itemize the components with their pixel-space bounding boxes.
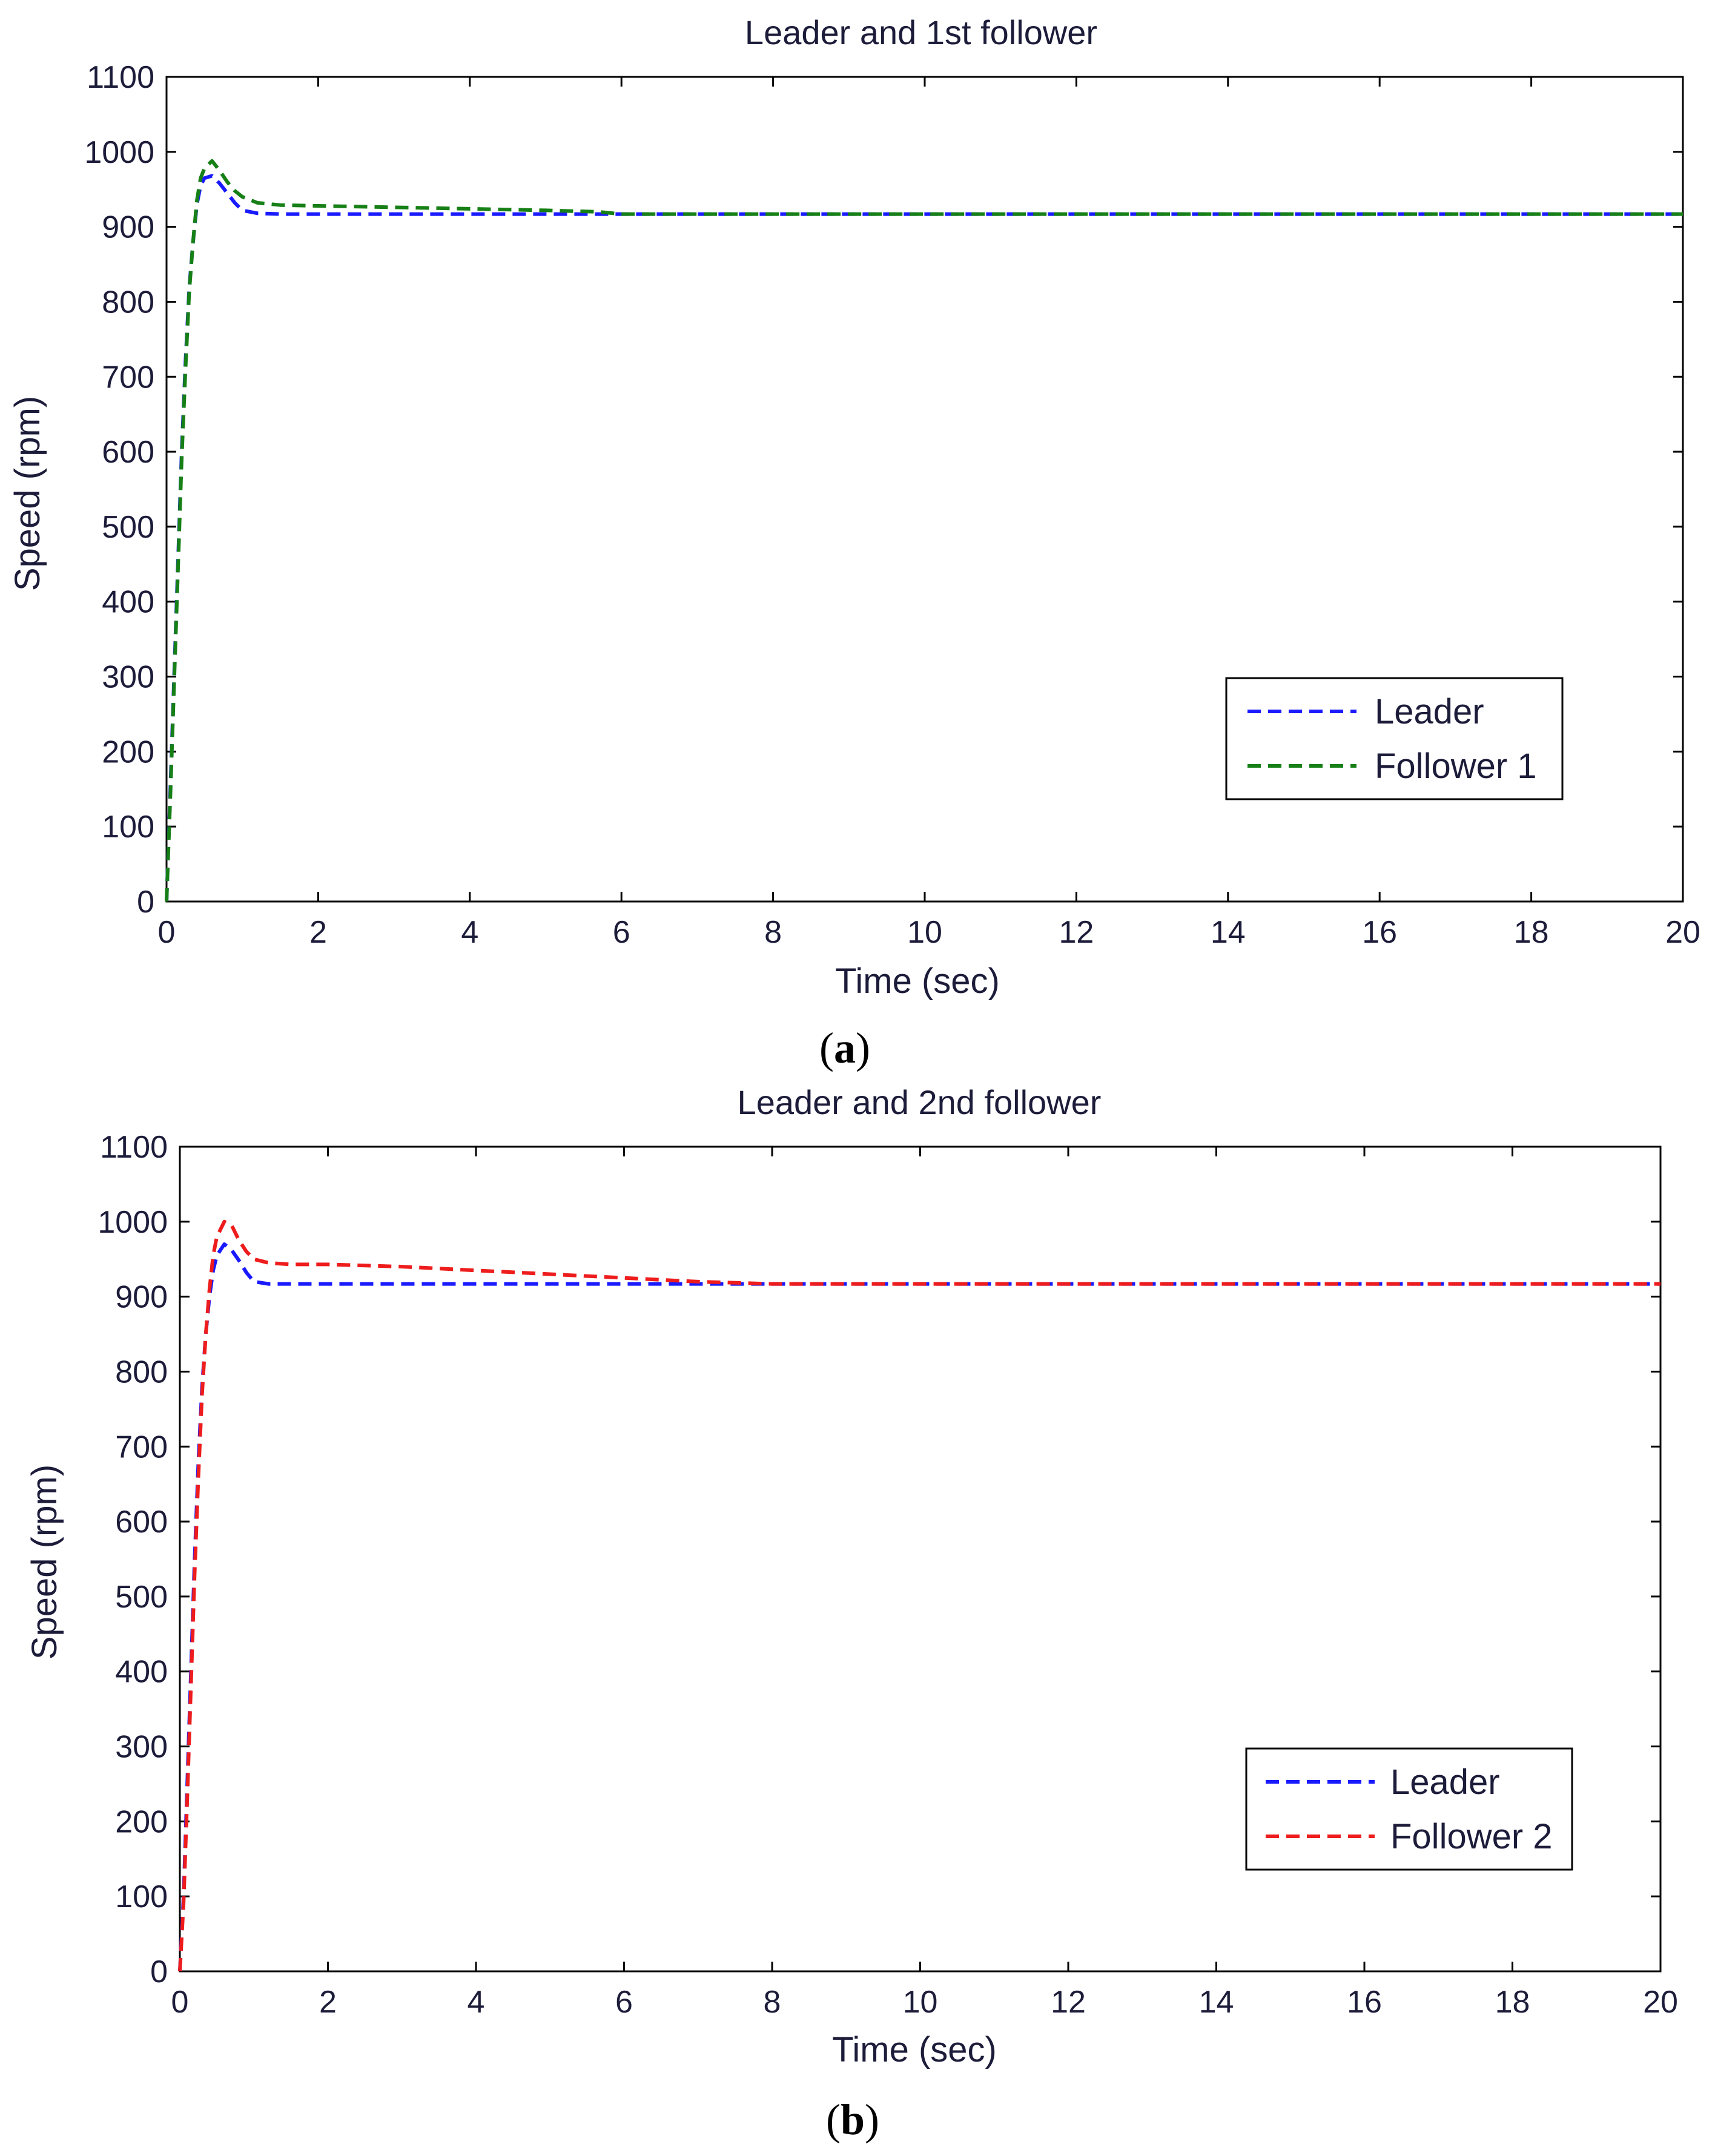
caption-a: (a) — [819, 1024, 870, 1072]
y-tick-label: 0 — [150, 1954, 168, 1990]
x-tick-label: 6 — [613, 915, 630, 950]
y-tick-label: 600 — [115, 1505, 168, 1540]
x-axis-label: Time (sec) — [832, 2030, 997, 2069]
x-tick-label: 8 — [764, 915, 782, 950]
legend-label-leader: Leader — [1375, 692, 1484, 731]
x-tick-label: 16 — [1347, 1985, 1382, 2020]
y-tick-label: 800 — [115, 1354, 168, 1390]
y-axis-label: Speed (rpm) — [8, 396, 47, 591]
y-tick-label: 600 — [102, 435, 154, 470]
x-tick-label: 8 — [764, 1985, 781, 2020]
y-tick-label: 900 — [102, 210, 154, 245]
legend-box — [1245, 1747, 1573, 1871]
series-layer — [165, 159, 1683, 902]
y-tick-label: 500 — [102, 510, 154, 545]
y-tick-label: 100 — [115, 1879, 168, 1914]
x-tick-label: 18 — [1495, 1985, 1530, 2020]
chart-panel-b: Leader and 2nd follower 0 2 4 6 8 10 12 14 16 18 2… — [25, 1083, 1678, 2144]
y-tick-label: 700 — [102, 360, 154, 395]
y-tick-label: 0 — [137, 885, 154, 920]
x-tick-label: 10 — [903, 1985, 938, 2020]
series-line-follower-1 — [165, 159, 1683, 902]
caption-b: (b) — [826, 2095, 879, 2144]
x-tick-label: 14 — [1199, 1985, 1234, 2020]
chart-title: Leader and 1st follower — [745, 13, 1097, 51]
x-tick-label: 0 — [171, 1985, 189, 2020]
x-axis-label: Time (sec) — [835, 961, 1000, 1001]
chart-panel-a: Leader and 1st follower 0 2 4 6 8 10 12 14 16 18 2… — [8, 13, 1700, 1072]
y-tick-label: 200 — [115, 1804, 168, 1839]
y-tick-label: 700 — [115, 1429, 168, 1465]
series-layer — [178, 1219, 1660, 1972]
legend-label-follower-1: Follower 1 — [1375, 747, 1537, 786]
x-tick-label: 18 — [1514, 915, 1549, 950]
x-tick-label: 14 — [1211, 915, 1246, 950]
y-tick-label: 100 — [102, 809, 154, 845]
x-tick-label: 16 — [1362, 915, 1397, 950]
x-tick-label: 6 — [615, 1985, 633, 2020]
x-tick-label: 4 — [461, 915, 478, 950]
legend-label-leader: Leader — [1390, 1762, 1500, 1802]
legend-label-follower-2: Follower 2 — [1390, 1817, 1553, 1856]
x-tick-label: 20 — [1665, 915, 1700, 950]
y-tick-label: 400 — [102, 585, 154, 620]
legend: Leader Follower 1 — [1225, 677, 1564, 800]
y-tick-label: 800 — [102, 285, 154, 320]
y-tick-label: 900 — [115, 1280, 168, 1315]
y-tick-label: 1100 — [87, 60, 154, 95]
tick-layer: 0 2 4 6 8 10 12 14 16 18 2001002003004005006007008… — [97, 1130, 1678, 2020]
x-tick-label: 0 — [158, 915, 176, 950]
x-tick-label: 12 — [1059, 915, 1094, 950]
x-tick-label: 4 — [468, 1985, 485, 2020]
y-tick-label: 1100 — [100, 1130, 168, 1165]
x-tick-label: 20 — [1643, 1985, 1678, 2020]
y-tick-label: 300 — [115, 1730, 168, 1765]
chart-title: Leader and 2nd follower — [738, 1083, 1102, 1121]
legend-box — [1225, 677, 1564, 800]
x-tick-label: 10 — [907, 915, 942, 950]
y-tick-label: 200 — [102, 734, 154, 770]
y-tick-label: 1000 — [97, 1205, 168, 1240]
y-tick-label: 1000 — [84, 135, 154, 170]
y-tick-label: 400 — [115, 1655, 168, 1690]
x-tick-label: 2 — [309, 915, 327, 950]
y-tick-label: 300 — [102, 660, 154, 695]
legend: Leader Follower 2 — [1245, 1747, 1573, 1871]
tick-layer: 0 2 4 6 8 10 12 14 16 18 2001002003004005006007008… — [84, 60, 1700, 950]
x-tick-label: 12 — [1051, 1985, 1086, 2020]
x-tick-label: 2 — [319, 1985, 337, 2020]
y-tick-label: 500 — [115, 1580, 168, 1615]
y-axis-label: Speed (rpm) — [25, 1465, 64, 1660]
series-line-follower-2 — [178, 1219, 1660, 1972]
